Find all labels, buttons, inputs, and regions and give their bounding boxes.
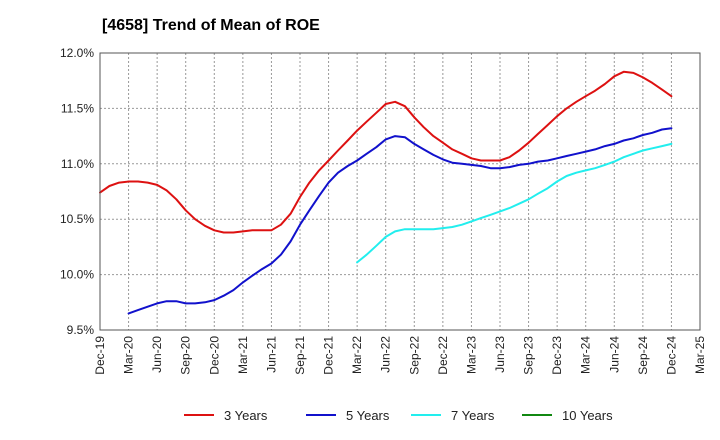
series-line-3-years — [99, 70, 673, 234]
x-tick-label: Sep-23 — [522, 336, 536, 375]
legend-label: 5 Years — [346, 408, 390, 423]
x-tick-label: Dec-23 — [550, 336, 564, 375]
x-tick-label: Mar-20 — [122, 336, 136, 374]
chart-title: [4658] Trend of Mean of ROE — [102, 17, 320, 34]
y-tick-label: 10.0% — [60, 268, 94, 282]
x-tick-label: Dec-20 — [207, 336, 221, 375]
x-tick-label: Dec-19 — [93, 336, 107, 375]
grid-lines — [99, 52, 701, 331]
x-tick-label: Jun-20 — [150, 336, 164, 373]
x-axis-ticks: Dec-19 Mar-20 Jun-20 Sep-20 Dec-20 Mar-21 Jun-… — [93, 336, 707, 375]
legend-label: 10 Years — [562, 408, 613, 423]
y-tick-label: 10.5% — [60, 212, 94, 226]
x-tick-label: Sep-22 — [407, 336, 421, 375]
x-tick-label: Dec-24 — [664, 336, 678, 375]
series-lines — [99, 70, 673, 315]
x-tick-label: Sep-24 — [636, 336, 650, 375]
series-line-5-years — [127, 127, 673, 315]
x-tick-label: Sep-20 — [179, 336, 193, 375]
y-tick-label: 11.5% — [61, 101, 94, 115]
y-tick-label: 12.0% — [60, 46, 94, 60]
x-tick-label: Mar-23 — [464, 336, 478, 374]
x-tick-label: Jun-22 — [379, 336, 393, 373]
series-line-7-years — [356, 142, 673, 264]
legend-label: 7 Years — [451, 408, 495, 423]
plot-frame — [99, 52, 701, 331]
x-tick-label: Mar-21 — [236, 336, 250, 374]
x-tick-label: Jun-23 — [493, 336, 507, 373]
y-axis-ticks: 9.5% 10.0% 10.5% 11.0% 11.5% 12.0% — [60, 46, 94, 337]
x-tick-label: Jun-24 — [607, 336, 621, 373]
y-tick-label: 11.0% — [61, 157, 94, 171]
x-tick-label: Sep-21 — [293, 336, 307, 375]
legend: 3 Years 5 Years 7 Years 10 Years — [184, 408, 613, 423]
y-tick-label: 9.5% — [67, 323, 95, 337]
x-tick-label: Dec-22 — [436, 336, 450, 375]
x-tick-label: Dec-21 — [322, 336, 336, 375]
legend-label: 3 Years — [224, 408, 268, 423]
x-tick-label: Mar-25 — [693, 336, 707, 374]
x-tick-label: Mar-22 — [350, 336, 364, 374]
x-tick-label: Jun-21 — [264, 336, 278, 373]
x-tick-label: Mar-24 — [579, 336, 593, 374]
